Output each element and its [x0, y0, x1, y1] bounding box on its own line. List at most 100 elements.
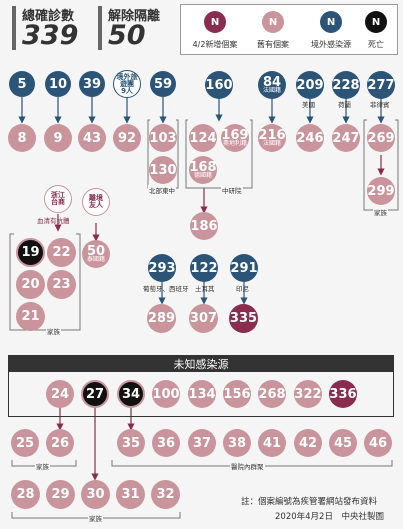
source-case-209: 209 — [296, 71, 324, 99]
legend-overseas-swatch: N — [320, 11, 342, 33]
group-family-bottom2: 家族 — [88, 513, 103, 523]
case-168-id: 168 — [189, 160, 217, 175]
source-case-228: 228 — [332, 71, 360, 99]
case-29: 29 — [46, 480, 75, 509]
footnote-credit: 2020年4月2日 中央社製圖 — [275, 512, 384, 522]
source-case-293: 293 — [148, 254, 176, 282]
case-186: 186 — [190, 212, 218, 240]
case-124: 124 — [189, 124, 217, 152]
case-9: 9 — [44, 124, 72, 152]
case-45: 45 — [329, 429, 357, 457]
case-84-id: 84 — [262, 75, 282, 90]
legend-old-case-swatch: N — [262, 11, 284, 33]
unknown-case-322: 322 — [294, 380, 322, 408]
released-label: 解除隔離 — [108, 9, 161, 24]
case-50: 50 泰國籍 — [82, 240, 110, 268]
unknown-case-268: 268 — [258, 380, 286, 408]
departed-friend-line1: 離境 — [89, 194, 103, 202]
footnote-source: 註：個案編號為疾管署網站發布資料 — [241, 497, 378, 507]
case-20: 20 — [16, 270, 45, 299]
case-36: 36 — [152, 429, 180, 457]
note-209: 美國 — [302, 101, 315, 109]
case-42: 42 — [294, 429, 322, 457]
source-case-277: 277 — [367, 71, 395, 99]
case-50-nationality: 泰國籍 — [86, 256, 105, 263]
case-269: 269 — [367, 124, 395, 152]
source-case-160: 160 — [205, 71, 233, 99]
group-family-right: 家族 — [373, 207, 388, 217]
unknown-case-100: 100 — [152, 380, 180, 408]
unknown-source-header: 未知感染源 — [8, 355, 394, 372]
legend: N 4/2新增個案 N 舊有個案 N 境外感染源 N 死亡 — [180, 4, 398, 55]
note-122: 土耳其 — [195, 285, 215, 293]
case-38: 38 — [223, 429, 251, 457]
legend-new-case-label: 4/2新增個案 — [192, 40, 238, 49]
unknown-source-box — [8, 372, 394, 417]
unknown-case-24: 24 — [46, 380, 74, 408]
unknown-case-134: 134 — [188, 380, 216, 408]
case-41: 41 — [258, 429, 286, 457]
case-169-nationality: 奧地利籍 — [222, 140, 247, 147]
case-92: 92 — [113, 124, 141, 152]
confirmed-bar — [12, 6, 16, 50]
source-case-84: 84 法國籍 — [258, 71, 286, 99]
tour-group-count: 9人 — [121, 86, 133, 95]
zhejiang-note: 血清有抗體 — [37, 217, 70, 225]
case-247: 247 — [332, 124, 360, 152]
case-43: 43 — [78, 124, 106, 152]
zhejiang-businessman: 浙江 台商 — [44, 185, 72, 213]
group-beibu: 北部東中 — [148, 185, 176, 195]
source-case-122: 122 — [190, 254, 218, 282]
departed-friend-line2: 友人 — [89, 201, 103, 209]
legend-new-case-swatch: N — [204, 11, 226, 33]
case-103: 103 — [149, 124, 177, 152]
case-26: 26 — [46, 429, 74, 457]
tour-group-label: 境外旅遊團 — [116, 72, 138, 88]
group-family-left: 家族 — [46, 326, 61, 336]
zhejiang-line2: 台商 — [51, 198, 65, 206]
confirmed-label: 總確診數 — [22, 9, 75, 24]
case-23: 23 — [47, 270, 76, 299]
case-28: 28 — [11, 480, 40, 509]
case-246: 246 — [296, 124, 324, 152]
note-291: 印尼 — [236, 285, 249, 293]
confirmed-value: 339 — [22, 20, 79, 51]
case-216-nationality: 法國籍 — [262, 140, 281, 147]
case-31: 31 — [116, 480, 145, 509]
source-case-39: 39 — [79, 71, 105, 97]
case-21: 21 — [16, 302, 45, 331]
note-277: 菲律賓 — [370, 101, 390, 109]
case-216: 216 法國籍 — [258, 124, 286, 152]
unknown-case-27: 27 — [81, 380, 109, 408]
legend-death-swatch: N — [365, 11, 387, 33]
case-19: 19 — [16, 238, 45, 267]
case-22: 22 — [47, 238, 76, 267]
legend-death-label: 死亡 — [368, 40, 384, 49]
case-35: 35 — [117, 429, 145, 457]
case-37: 37 — [188, 429, 216, 457]
case-32: 32 — [151, 480, 180, 509]
case-46: 46 — [364, 429, 392, 457]
case-50-id: 50 — [86, 244, 106, 259]
unknown-case-336: 336 — [329, 380, 357, 408]
case-299: 299 — [367, 177, 395, 205]
case-25: 25 — [11, 429, 39, 457]
group-hospital: 醫院內群聚 — [230, 461, 265, 471]
unknown-case-34: 34 — [117, 380, 145, 408]
case-168: 168 德國籍 — [189, 156, 217, 184]
note-228: 荷蘭 — [338, 101, 351, 109]
note-293: 葡萄牙、西班牙 — [143, 285, 189, 293]
legend-old-case-label: 舊有個案 — [257, 40, 289, 49]
case-289: 289 — [147, 304, 176, 333]
group-zhongyan: 中研院 — [221, 185, 243, 195]
source-case-10: 10 — [45, 71, 71, 97]
case-168-nationality: 德國籍 — [193, 172, 212, 179]
case-30: 30 — [81, 480, 110, 509]
case-130: 130 — [149, 156, 177, 184]
departed-friend: 離境 友人 — [82, 188, 110, 216]
case-84-nationality: 法國籍 — [262, 87, 281, 94]
case-335: 335 — [229, 304, 258, 333]
group-family-bottom1: 家族 — [35, 461, 50, 471]
case-216-id: 216 — [258, 128, 286, 143]
